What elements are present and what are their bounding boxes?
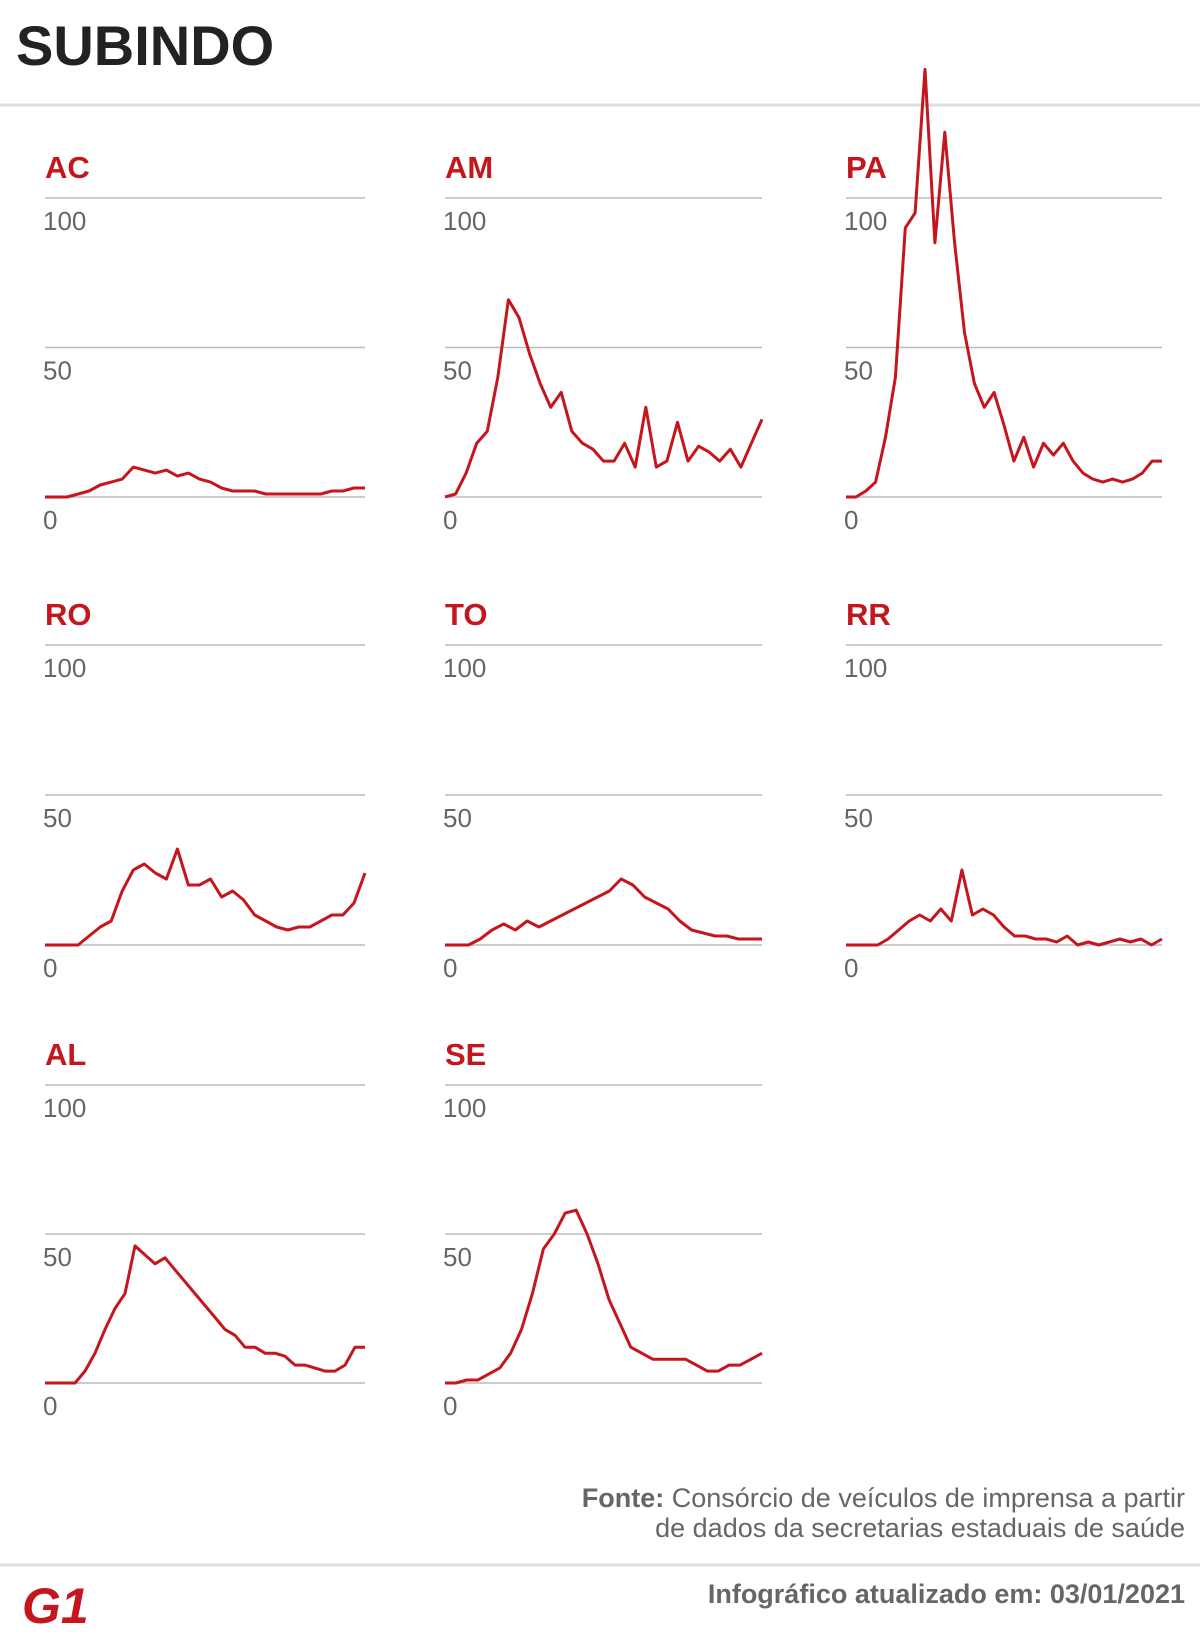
y-tick-label: 100 [443, 206, 486, 236]
y-tick-label: 50 [43, 1242, 72, 1272]
panel-title: AC [45, 150, 90, 185]
y-tick-label: 100 [43, 653, 86, 683]
data-line [445, 1208, 763, 1385]
y-tick-label: 50 [443, 803, 472, 833]
data-line [846, 67, 1162, 499]
panel-title: TO [445, 597, 488, 632]
panel-title: RO [45, 597, 92, 632]
y-tick-label: 0 [43, 953, 57, 983]
panel-title: RR [846, 597, 891, 632]
source: Fonte: Consórcio de veículos de imprensa… [582, 1483, 1185, 1513]
source-label: Fonte: [582, 1483, 664, 1513]
y-tick-label: 0 [43, 505, 57, 535]
panel-title: AM [445, 150, 493, 185]
panel-title: AL [45, 1037, 86, 1072]
y-tick-label: 100 [443, 1093, 486, 1123]
data-line [45, 847, 367, 947]
data-line [444, 298, 764, 499]
y-tick-label: 50 [43, 803, 72, 833]
y-tick-label: 100 [43, 1093, 86, 1123]
source-line: de dados da secretarias estaduais de saú… [655, 1513, 1185, 1543]
logo: G1 [22, 1578, 89, 1634]
y-tick-label: 0 [844, 953, 858, 983]
y-tick-label: 0 [443, 1391, 457, 1421]
y-tick-label: 0 [443, 505, 457, 535]
updated: Infográfico atualizado em: 03/01/2021 [708, 1579, 1185, 1609]
y-tick-label: 100 [844, 206, 887, 236]
y-tick-label: 50 [844, 803, 873, 833]
y-tick-label: 0 [844, 505, 858, 535]
panel-title: PA [846, 150, 887, 185]
data-line [45, 1244, 365, 1385]
y-tick-label: 50 [844, 355, 873, 385]
data-line [445, 877, 762, 947]
page-title: SUBINDO [16, 14, 274, 77]
y-tick-label: 50 [443, 1242, 472, 1272]
y-tick-label: 50 [43, 355, 72, 385]
y-tick-label: 0 [443, 953, 457, 983]
y-tick-label: 100 [443, 653, 486, 683]
source-line: Consórcio de veículos de imprensa a part… [672, 1483, 1185, 1513]
panel-title: SE [445, 1037, 486, 1072]
y-tick-label: 100 [844, 653, 887, 683]
y-tick-label: 100 [43, 206, 86, 236]
data-line [45, 465, 365, 499]
data-line [846, 868, 1163, 947]
y-tick-label: 50 [443, 355, 472, 385]
y-tick-label: 0 [43, 1391, 57, 1421]
